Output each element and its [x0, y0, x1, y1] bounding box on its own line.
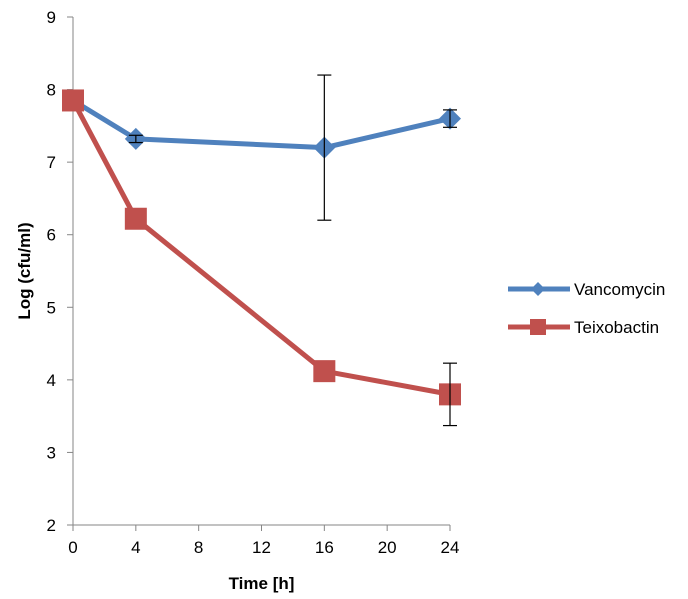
teixobactin-series-line	[70, 99, 451, 397]
x-tick-label: 8	[194, 538, 203, 557]
teixobactin-data-point	[62, 89, 84, 112]
teixobactin-legend-label: Teixobactin	[574, 318, 659, 337]
y-tick-label: 9	[47, 8, 56, 27]
y-tick-label: 6	[47, 226, 56, 245]
y-tick-label: 8	[47, 81, 56, 100]
x-axis-title: Time [h]	[229, 574, 295, 593]
teixobactin-legend-marker	[530, 319, 546, 335]
x-tick-label: 20	[378, 538, 397, 557]
y-tick-label: 5	[47, 298, 56, 317]
x-tick-label: 12	[252, 538, 271, 557]
x-tick-label: 0	[68, 538, 77, 557]
teixobactin-data-point	[313, 360, 336, 383]
y-tick-label: 2	[47, 516, 56, 535]
y-tick-label: 4	[47, 371, 56, 390]
vancomycin-series-line	[71, 98, 451, 151]
x-tick-label: 16	[315, 538, 334, 557]
x-tick-label: 24	[441, 538, 460, 557]
y-tick-label: 3	[47, 443, 56, 462]
y-axis-title: Log (cfu/ml)	[15, 222, 34, 319]
teixobactin-data-point	[124, 207, 147, 230]
vancomycin-legend-label: Vancomycin	[574, 280, 665, 299]
y-tick-label: 7	[47, 153, 56, 172]
x-tick-label: 4	[131, 538, 140, 557]
vancomycin-legend-marker	[531, 282, 545, 296]
